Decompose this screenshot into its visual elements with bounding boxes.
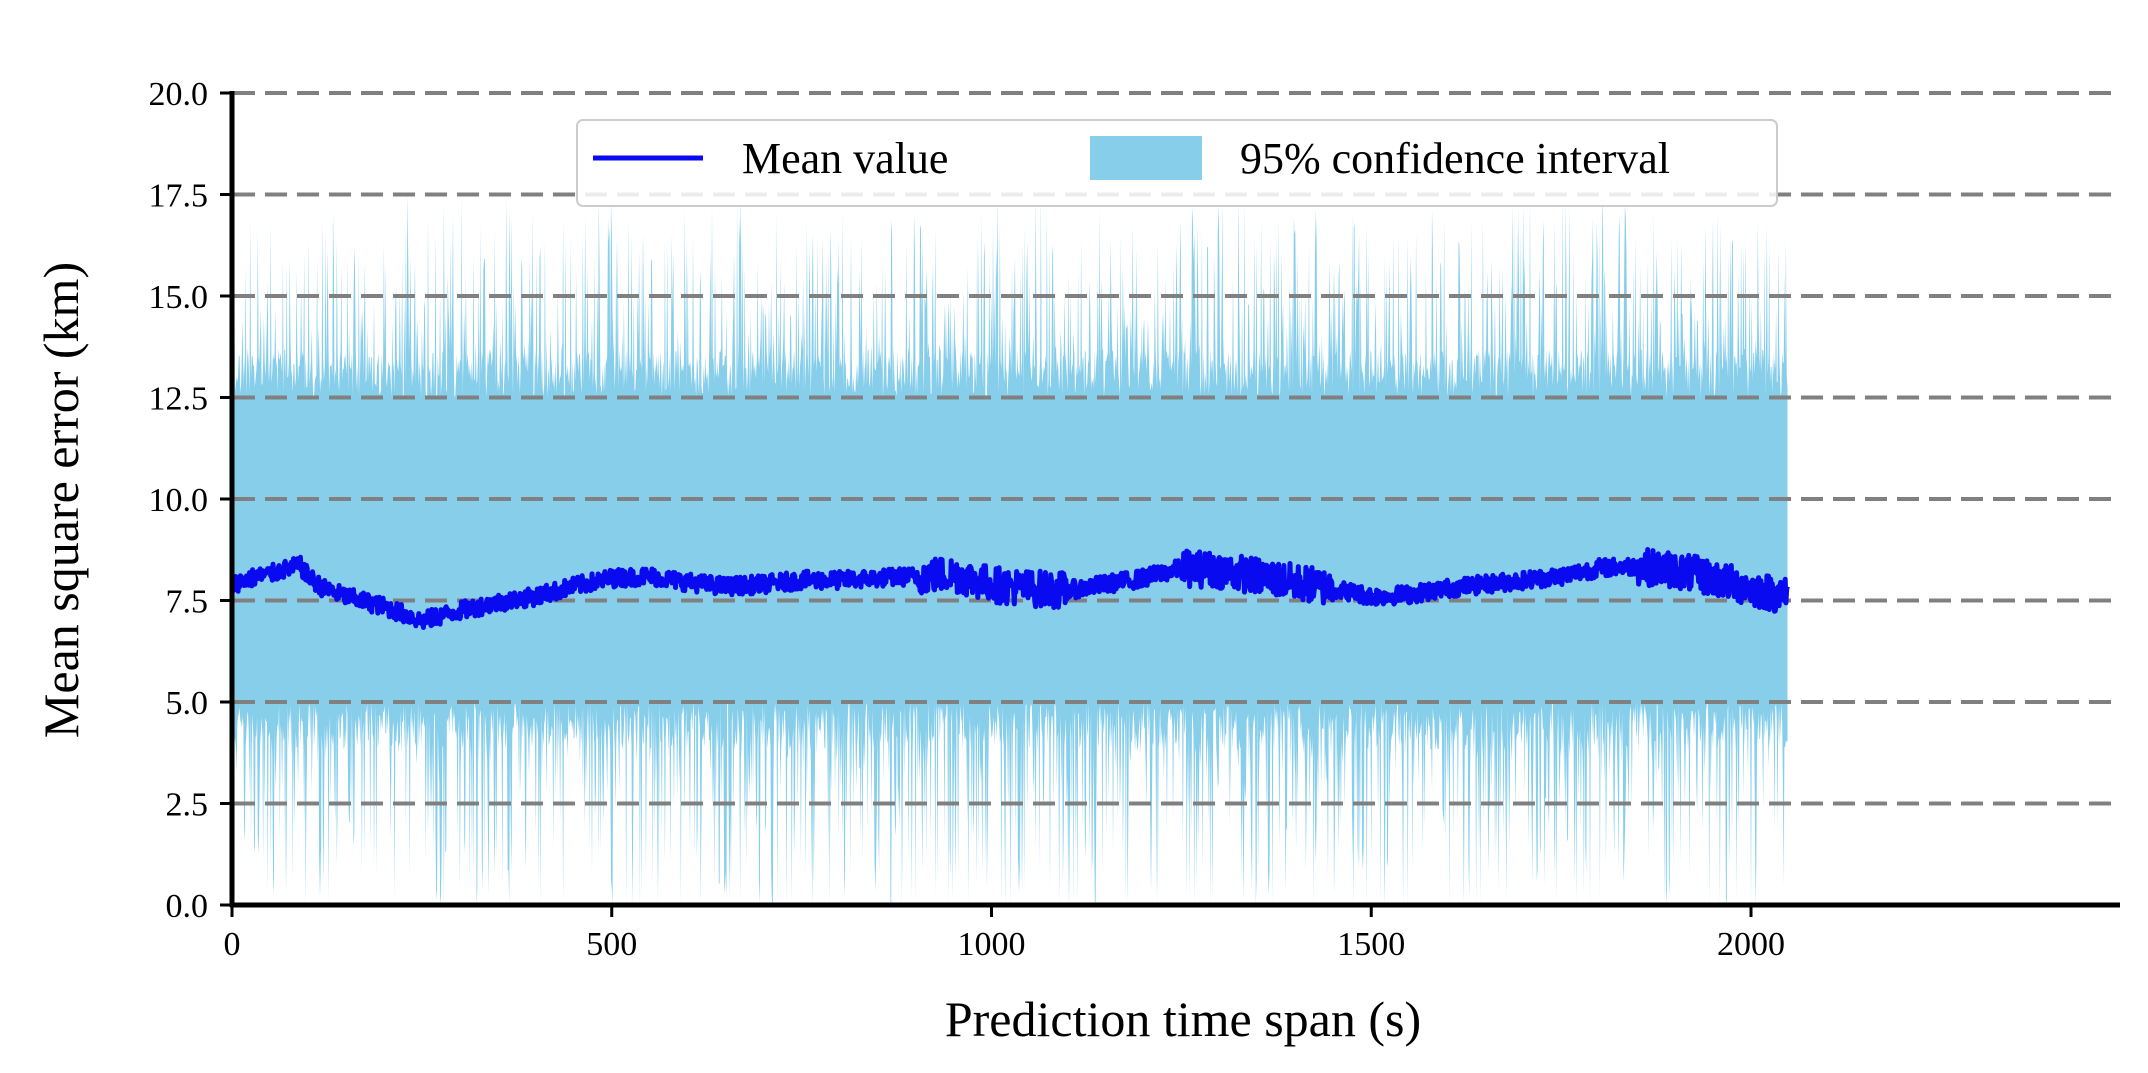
x-axis-title: Prediction time span (s) [945,991,1421,1047]
confidence-band-core [232,397,1788,702]
y-tick-label-5: 12.5 [149,381,209,418]
y-tick-label-6: 15.0 [149,279,209,316]
x-tick-label-3: 1500 [1337,926,1405,963]
x-tick-label-1: 500 [586,926,637,963]
confidence-band [232,194,1788,905]
y-axis-title: Mean square error (km) [33,262,89,738]
legend: Mean value 95% confidence interval [576,119,1778,207]
x-tick-label-0: 0 [224,926,241,963]
y-tick-label-0: 0.0 [166,888,209,925]
y-tick-label-7: 17.5 [149,178,209,215]
y-tick-label-8: 20.0 [149,76,209,113]
tick-labels: 0.0 2.5 5.0 7.5 10.0 12.5 15.0 17.5 20.0 0 500 1000… [149,76,1786,963]
legend-mean-label: Mean value [742,134,948,183]
x-tick-label-4: 2000 [1717,926,1785,963]
y-tick-label-4: 10.0 [149,482,209,519]
legend-band-label: 95% confidence interval [1240,134,1670,183]
y-tick-label-3: 7.5 [166,584,209,621]
legend-band-swatch [1090,136,1202,180]
y-tick-label-2: 5.0 [166,685,209,722]
x-tick-label-2: 1000 [958,926,1026,963]
y-tick-label-1: 2.5 [166,787,209,824]
mean-line-layer [229,547,1790,630]
mean-value-line [229,547,1790,630]
